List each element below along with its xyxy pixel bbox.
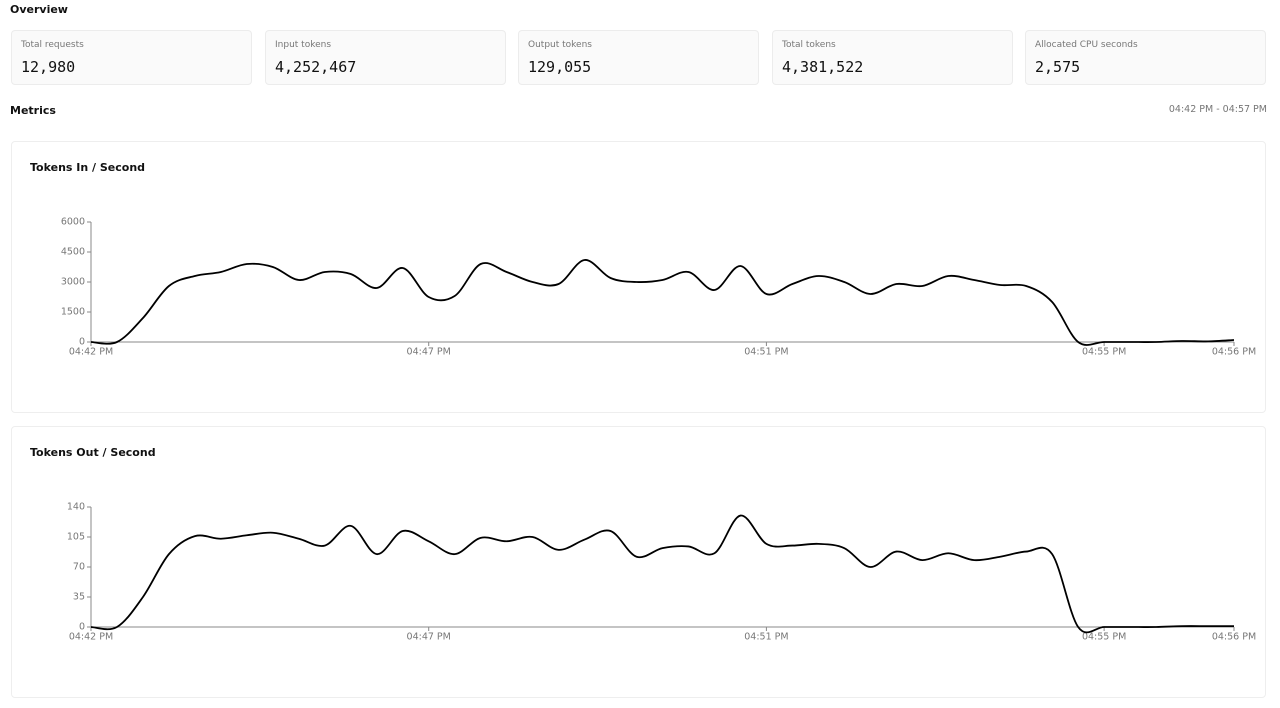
stat-value: 4,381,522 <box>782 58 864 76</box>
stat-card: Total requests 12,980 <box>11 30 252 85</box>
stat-label: Input tokens <box>275 40 332 50</box>
stat-card: Input tokens 4,252,467 <box>265 30 506 85</box>
x-tick-label: 04:42 PM <box>69 632 113 643</box>
time-range: 04:42 PM - 04:57 PM <box>1168 104 1267 115</box>
y-tick-label: 70 <box>73 562 85 573</box>
stat-card: Allocated CPU seconds 2,575 <box>1025 30 1266 85</box>
line-series <box>90 514 1234 634</box>
stat-label: Allocated CPU seconds <box>1035 40 1138 50</box>
chart-title: Tokens Out / Second <box>30 446 156 459</box>
x-tick-label: 04:47 PM <box>407 632 451 643</box>
x-tick-label: 04:47 PM <box>407 347 451 358</box>
stat-value: 129,055 <box>528 58 592 76</box>
stat-value: 12,980 <box>21 58 76 76</box>
y-tick-label: 1500 <box>61 307 85 318</box>
y-tick-label: 4500 <box>61 247 85 258</box>
chart-panel: Tokens Out / Second 0 35 70 105 140 04:42 PM 04… <box>11 426 1266 698</box>
stat-value: 4,252,467 <box>275 58 357 76</box>
x-tick-label: 04:56 PM <box>1212 347 1256 358</box>
stat-label: Total tokens <box>782 40 836 50</box>
chart-panel: Tokens In / Second 0 1500 3000 4500 6000 04:42… <box>11 141 1266 413</box>
y-tick-label: 0 <box>79 622 85 633</box>
x-tick-label: 04:51 PM <box>744 347 788 358</box>
overview-title: Overview <box>10 3 68 16</box>
chart-title: Tokens In / Second <box>30 161 145 174</box>
x-tick-label: 04:56 PM <box>1212 632 1256 643</box>
line-series <box>90 259 1235 346</box>
y-tick-label: 140 <box>67 502 85 513</box>
metrics-title: Metrics <box>10 104 56 117</box>
y-tick-label: 105 <box>67 532 85 543</box>
chart: Tokens Out / Second 0 35 70 105 140 04:42 PM 04… <box>30 446 1256 643</box>
stat-label: Output tokens <box>528 40 592 50</box>
x-tick-label: 04:55 PM <box>1082 347 1126 358</box>
y-tick-label: 35 <box>73 592 85 603</box>
y-tick-label: 6000 <box>61 217 85 228</box>
x-tick-label: 04:42 PM <box>69 347 113 358</box>
y-tick-label: 3000 <box>61 277 85 288</box>
x-tick-label: 04:51 PM <box>744 632 788 643</box>
chart: Tokens In / Second 0 1500 3000 4500 6000 04:42… <box>30 161 1256 358</box>
y-tick-label: 0 <box>79 337 85 348</box>
stat-label: Total requests <box>21 40 84 50</box>
stat-card: Total tokens 4,381,522 <box>772 30 1013 85</box>
stat-card: Output tokens 129,055 <box>518 30 759 85</box>
x-tick-label: 04:55 PM <box>1082 632 1126 643</box>
stat-value: 2,575 <box>1035 58 1081 76</box>
